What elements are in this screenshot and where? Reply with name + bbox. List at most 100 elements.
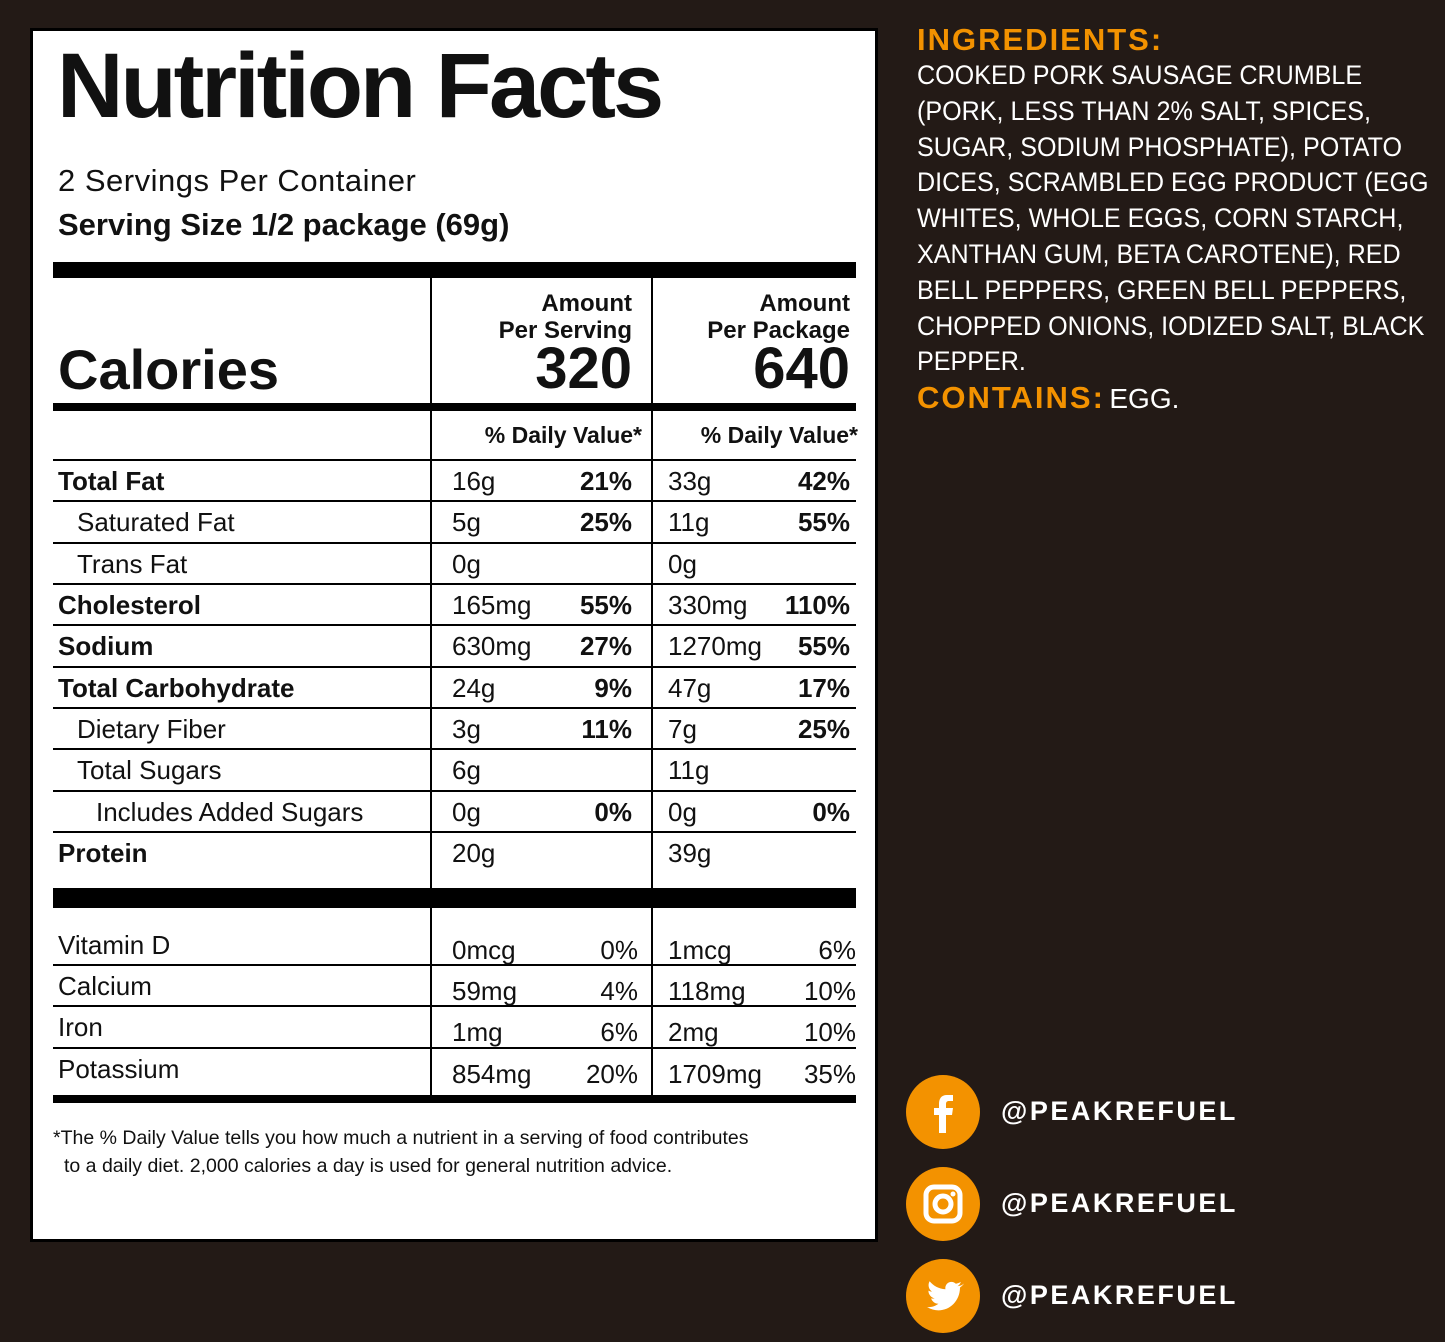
amount: 0g [668,796,697,827]
daily-value: 35% [803,1058,856,1089]
row-line [53,831,856,833]
daily-value: 6% [818,934,856,965]
daily-value: 21% [579,465,632,496]
amount: 0g [668,548,697,579]
amount: 118mg [668,975,746,1006]
amount: 1mg [452,1016,503,1047]
contains: CONTAINS: EGG. [917,380,1179,416]
icon [923,1184,963,1224]
daily-value-header: % Daily Value* [484,422,642,448]
daily-value: 4% [600,975,638,1006]
amount: 165mg [452,589,532,620]
daily-value: 17% [797,672,850,703]
ingredients-text: COOKED PORK SAUSAGE CRUMBLE (PORK, LESS … [917,60,1429,377]
row-line [53,707,856,709]
nutrient-name: Cholesterol [58,589,202,620]
label-title: Nutrition Facts [57,35,664,137]
daily-value: 25% [797,713,850,744]
amount: 47g [668,672,712,703]
amount: 0mcg [452,934,516,965]
nutrient-name: Total Fat [58,465,165,496]
amount: 630mg [452,630,532,661]
twitter-icon[interactable] [906,1259,980,1333]
nutrient-name: Includes Added Sugars [96,796,364,827]
nutrient-name: Total Sugars [77,754,222,785]
nutrient-name: Potassium [58,1053,180,1084]
facebook-icon[interactable] [906,1075,980,1149]
amount: 33g [668,465,712,496]
instagram-icon[interactable] [906,1167,980,1241]
row-line [53,500,856,502]
social-handle: @PEAKREFUEL [1001,1188,1238,1218]
amount: 20g [452,837,496,868]
daily-value: 11% [581,713,632,744]
row-line [53,583,856,585]
daily-value: 0% [600,934,638,965]
amount: 3g [452,713,481,744]
thick-bar [53,888,856,908]
servings: 2 Servings Per Container [58,163,417,198]
icon [934,1095,953,1133]
row-line [53,624,856,626]
social-handle: @PEAKREFUEL [1001,1096,1238,1126]
amount: 11g [668,506,710,537]
row-line [53,1047,856,1049]
thick-bar [53,262,856,278]
amount-header: Amount [759,290,850,317]
daily-value: 55% [797,630,850,661]
amount: 1270mg [668,630,762,661]
amount: 330mg [668,589,748,620]
daily-value: 10% [803,1016,856,1047]
calories-label: Calories [58,338,279,401]
column-line [430,278,432,1095]
amount: 1709mg [668,1058,762,1089]
daily-value: 9% [594,672,632,703]
thick-bar [53,1095,856,1103]
nutrient-name: Dietary Fiber [77,713,226,744]
nutrition-label [30,28,878,1242]
amount: 5g [452,506,481,537]
nutrient-name: Protein [58,837,148,868]
daily-value: 6% [600,1016,638,1047]
amount: 6g [452,754,481,785]
amount: 0g [452,796,481,827]
daily-value: 25% [579,506,632,537]
nutrient-name: Saturated Fat [77,506,235,537]
amount-header: Amount [541,290,632,317]
amount: 11g [668,754,710,785]
row-line [53,964,856,966]
row-line [53,790,856,792]
calories-value: 640 [753,336,850,401]
daily-value: 10% [803,975,856,1006]
amount: 2mg [668,1016,719,1047]
nutrient-name: Trans Fat [77,548,188,579]
row-line [53,748,856,750]
column-line [651,278,653,1095]
daily-value-header: % Daily Value* [700,422,858,448]
basis-header: Per Package [707,317,850,344]
calories-value: 320 [535,336,632,401]
amount: 854mg [452,1058,532,1089]
heading: INGREDIENTS: [917,22,1164,57]
nutrient-name: Total Carbohydrate [58,672,295,703]
contains-heading: CONTAINS: [917,380,1105,415]
daily-value: 20% [585,1058,638,1089]
nutrient-name: Sodium [58,630,154,661]
nutrient-name: Vitamin D [58,929,171,960]
ingredients-heading: INGREDIENTS: [917,22,1163,58]
daily-value: 42% [797,465,850,496]
amount: 0g [452,548,481,579]
amount: 39g [668,837,712,868]
contains-text: EGG. [1109,383,1180,414]
amount: 1mcg [668,934,732,965]
amount: 16g [452,465,496,496]
footnote: *The % Daily Value tells you how much a … [53,1127,749,1177]
nutrient-name: Calcium [58,970,152,1001]
icon [927,1281,964,1311]
daily-value: 0% [594,796,632,827]
social-handle: @PEAKREFUEL [1001,1280,1238,1310]
serving-size: Serving Size 1/2 package (69g) [58,207,510,242]
row-line [53,1005,856,1007]
amount: 7g [668,713,697,744]
